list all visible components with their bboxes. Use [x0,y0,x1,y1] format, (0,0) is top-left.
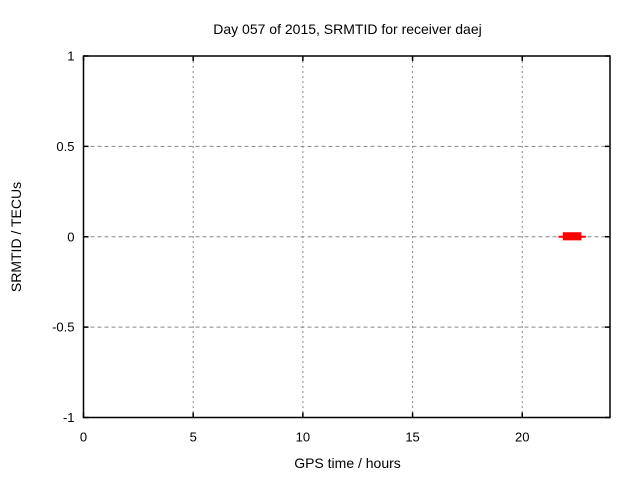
y-tick-label: -0.5 [52,320,74,335]
y-tick-label: 1 [67,49,74,64]
x-tick-label: 15 [405,430,419,445]
x-tick-label: 5 [190,430,197,445]
x-tick-label: 10 [296,430,310,445]
data-series-cluster [562,232,582,241]
y-tick-label: -1 [63,410,75,425]
x-tick-label: 20 [515,430,529,445]
chart-title: Day 057 of 2015, SRMTID for receiver dae… [213,21,482,37]
y-tick-label: 0 [67,229,74,244]
y-tick-label: 0.5 [56,139,74,154]
x-tick-label: 0 [80,430,87,445]
x-axis-label: GPS time / hours [294,455,401,471]
